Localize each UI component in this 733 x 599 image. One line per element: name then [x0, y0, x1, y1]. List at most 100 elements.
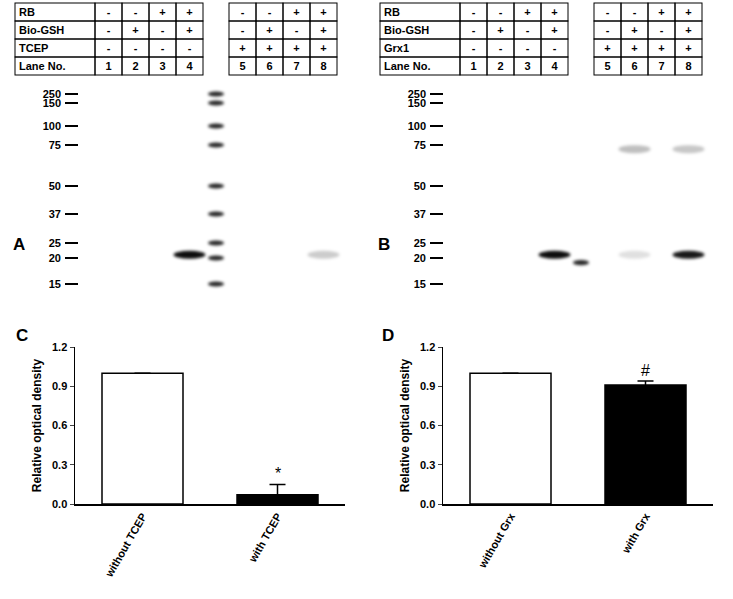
svg-text:+: +: [551, 6, 557, 18]
svg-text:+: +: [497, 24, 503, 36]
svg-text:-: -: [553, 42, 557, 54]
svg-text:+: +: [239, 42, 245, 54]
svg-text:100: 100: [43, 120, 61, 132]
svg-text:25: 25: [49, 237, 61, 249]
svg-text:75: 75: [414, 139, 426, 151]
svg-text:-: -: [241, 6, 245, 18]
svg-text:2: 2: [132, 60, 138, 72]
svg-text:-: -: [472, 42, 476, 54]
svg-text:0.0: 0.0: [420, 498, 435, 510]
svg-text:+: +: [266, 24, 272, 36]
svg-text:15: 15: [49, 278, 61, 290]
svg-text:-: -: [241, 24, 245, 36]
svg-text:+: +: [159, 6, 165, 18]
svg-text:#: #: [641, 362, 650, 379]
svg-text:Grx1: Grx1: [384, 42, 409, 54]
svg-text:50: 50: [49, 180, 61, 192]
svg-text:without Grx: without Grx: [476, 510, 518, 571]
svg-text:4: 4: [551, 60, 558, 72]
svg-text:+: +: [658, 42, 664, 54]
svg-text:7: 7: [293, 60, 299, 72]
svg-text:+: +: [132, 24, 138, 36]
svg-text:50: 50: [414, 180, 426, 192]
svg-text:3: 3: [524, 60, 530, 72]
svg-text:150: 150: [408, 97, 426, 109]
svg-text:+: +: [320, 6, 326, 18]
svg-text:+: +: [685, 6, 691, 18]
svg-text:TCEP: TCEP: [19, 42, 48, 54]
svg-text:0.6: 0.6: [420, 419, 435, 431]
svg-text:8: 8: [685, 60, 691, 72]
svg-text:+: +: [186, 24, 192, 36]
svg-text:1.2: 1.2: [52, 341, 67, 353]
svg-text:-: -: [107, 42, 111, 54]
svg-text:+: +: [320, 24, 326, 36]
svg-text:without TCEP: without TCEP: [102, 511, 149, 580]
svg-text:+: +: [631, 24, 637, 36]
svg-text:100: 100: [408, 120, 426, 132]
svg-text:37: 37: [49, 208, 61, 220]
svg-text:6: 6: [631, 60, 637, 72]
svg-text:+: +: [293, 6, 299, 18]
svg-text:-: -: [107, 24, 111, 36]
svg-text:-: -: [499, 42, 503, 54]
svg-text:B: B: [378, 235, 390, 254]
svg-text:0.9: 0.9: [52, 380, 67, 392]
svg-text:-: -: [499, 6, 503, 18]
svg-text:-: -: [472, 6, 476, 18]
svg-text:with Grx: with Grx: [619, 510, 652, 556]
svg-text:0.6: 0.6: [52, 419, 67, 431]
svg-text:Relative optical density: Relative optical density: [398, 358, 412, 492]
svg-text:+: +: [604, 42, 610, 54]
svg-text:+: +: [293, 42, 299, 54]
svg-text:0.9: 0.9: [420, 380, 435, 392]
svg-text:Lane No.: Lane No.: [19, 60, 65, 72]
svg-text:+: +: [524, 6, 530, 18]
svg-text:8: 8: [320, 60, 326, 72]
svg-text:-: -: [161, 42, 165, 54]
svg-text:Lane No.: Lane No.: [384, 60, 430, 72]
svg-text:-: -: [606, 24, 610, 36]
svg-text:2: 2: [497, 60, 503, 72]
svg-text:-: -: [633, 6, 637, 18]
svg-text:1: 1: [470, 60, 476, 72]
svg-text:-: -: [606, 6, 610, 18]
svg-text:-: -: [107, 6, 111, 18]
svg-text:+: +: [551, 24, 557, 36]
svg-text:0.3: 0.3: [52, 459, 67, 471]
svg-text:1.2: 1.2: [420, 341, 435, 353]
svg-text:Relative optical density: Relative optical density: [30, 358, 44, 492]
svg-text:15: 15: [414, 278, 426, 290]
svg-text:7: 7: [658, 60, 664, 72]
svg-text:Bio-GSH: Bio-GSH: [384, 24, 429, 36]
svg-text:5: 5: [239, 60, 245, 72]
svg-text:150: 150: [43, 97, 61, 109]
svg-text:1: 1: [105, 60, 111, 72]
svg-text:A: A: [13, 235, 25, 254]
svg-text:-: -: [161, 24, 165, 36]
svg-text:with TCEP: with TCEP: [246, 511, 284, 565]
svg-text:-: -: [134, 6, 138, 18]
svg-text:3: 3: [159, 60, 165, 72]
svg-text:+: +: [685, 24, 691, 36]
svg-text:+: +: [320, 42, 326, 54]
svg-text:20: 20: [414, 252, 426, 264]
svg-text:RB: RB: [19, 6, 35, 18]
svg-text:-: -: [268, 6, 272, 18]
svg-text:6: 6: [266, 60, 272, 72]
svg-text:-: -: [526, 24, 530, 36]
svg-text:75: 75: [49, 139, 61, 151]
svg-text:5: 5: [604, 60, 610, 72]
svg-text:0.0: 0.0: [52, 498, 67, 510]
svg-text:-: -: [472, 24, 476, 36]
svg-text:-: -: [526, 42, 530, 54]
svg-text:+: +: [658, 6, 664, 18]
svg-text:-: -: [134, 42, 138, 54]
svg-text:Bio-GSH: Bio-GSH: [19, 24, 64, 36]
svg-text:37: 37: [414, 208, 426, 220]
svg-text:RB: RB: [384, 6, 400, 18]
svg-text:+: +: [631, 42, 637, 54]
svg-text:+: +: [685, 42, 691, 54]
svg-text:4: 4: [186, 60, 193, 72]
svg-text:-: -: [660, 24, 664, 36]
